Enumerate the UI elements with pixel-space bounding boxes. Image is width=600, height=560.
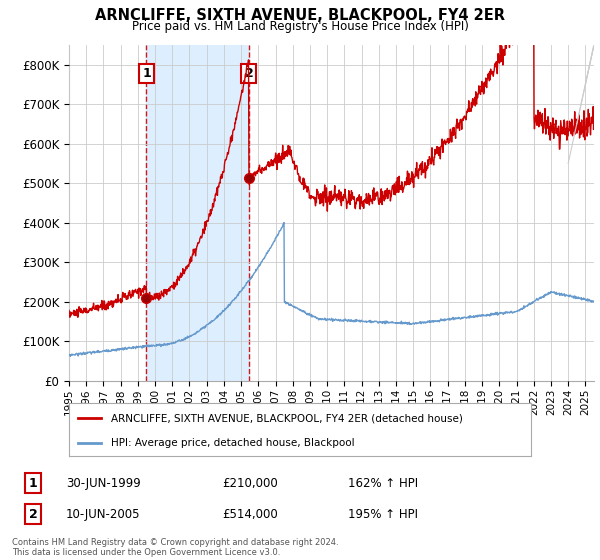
Text: 195% ↑ HPI: 195% ↑ HPI (348, 507, 418, 521)
Text: 162% ↑ HPI: 162% ↑ HPI (348, 477, 418, 490)
Text: ARNCLIFFE, SIXTH AVENUE, BLACKPOOL, FY4 2ER: ARNCLIFFE, SIXTH AVENUE, BLACKPOOL, FY4 … (95, 8, 505, 24)
Bar (146, 45, 249, 381)
Text: Contains HM Land Registry data © Crown copyright and database right 2024.
This d: Contains HM Land Registry data © Crown c… (12, 538, 338, 557)
Text: 10-JUN-2005: 10-JUN-2005 (66, 507, 140, 521)
Text: 30-JUN-1999: 30-JUN-1999 (66, 477, 141, 490)
Text: 2: 2 (245, 67, 253, 80)
Text: HPI: Average price, detached house, Blackpool: HPI: Average price, detached house, Blac… (110, 438, 354, 448)
Text: ARNCLIFFE, SIXTH AVENUE, BLACKPOOL, FY4 2ER (detached house): ARNCLIFFE, SIXTH AVENUE, BLACKPOOL, FY4 … (110, 413, 463, 423)
Text: 1: 1 (142, 67, 151, 80)
Text: 2: 2 (29, 507, 37, 521)
Text: £210,000: £210,000 (222, 477, 278, 490)
Text: 1: 1 (29, 477, 37, 490)
Text: Price paid vs. HM Land Registry's House Price Index (HPI): Price paid vs. HM Land Registry's House … (131, 20, 469, 32)
Text: £514,000: £514,000 (222, 507, 278, 521)
